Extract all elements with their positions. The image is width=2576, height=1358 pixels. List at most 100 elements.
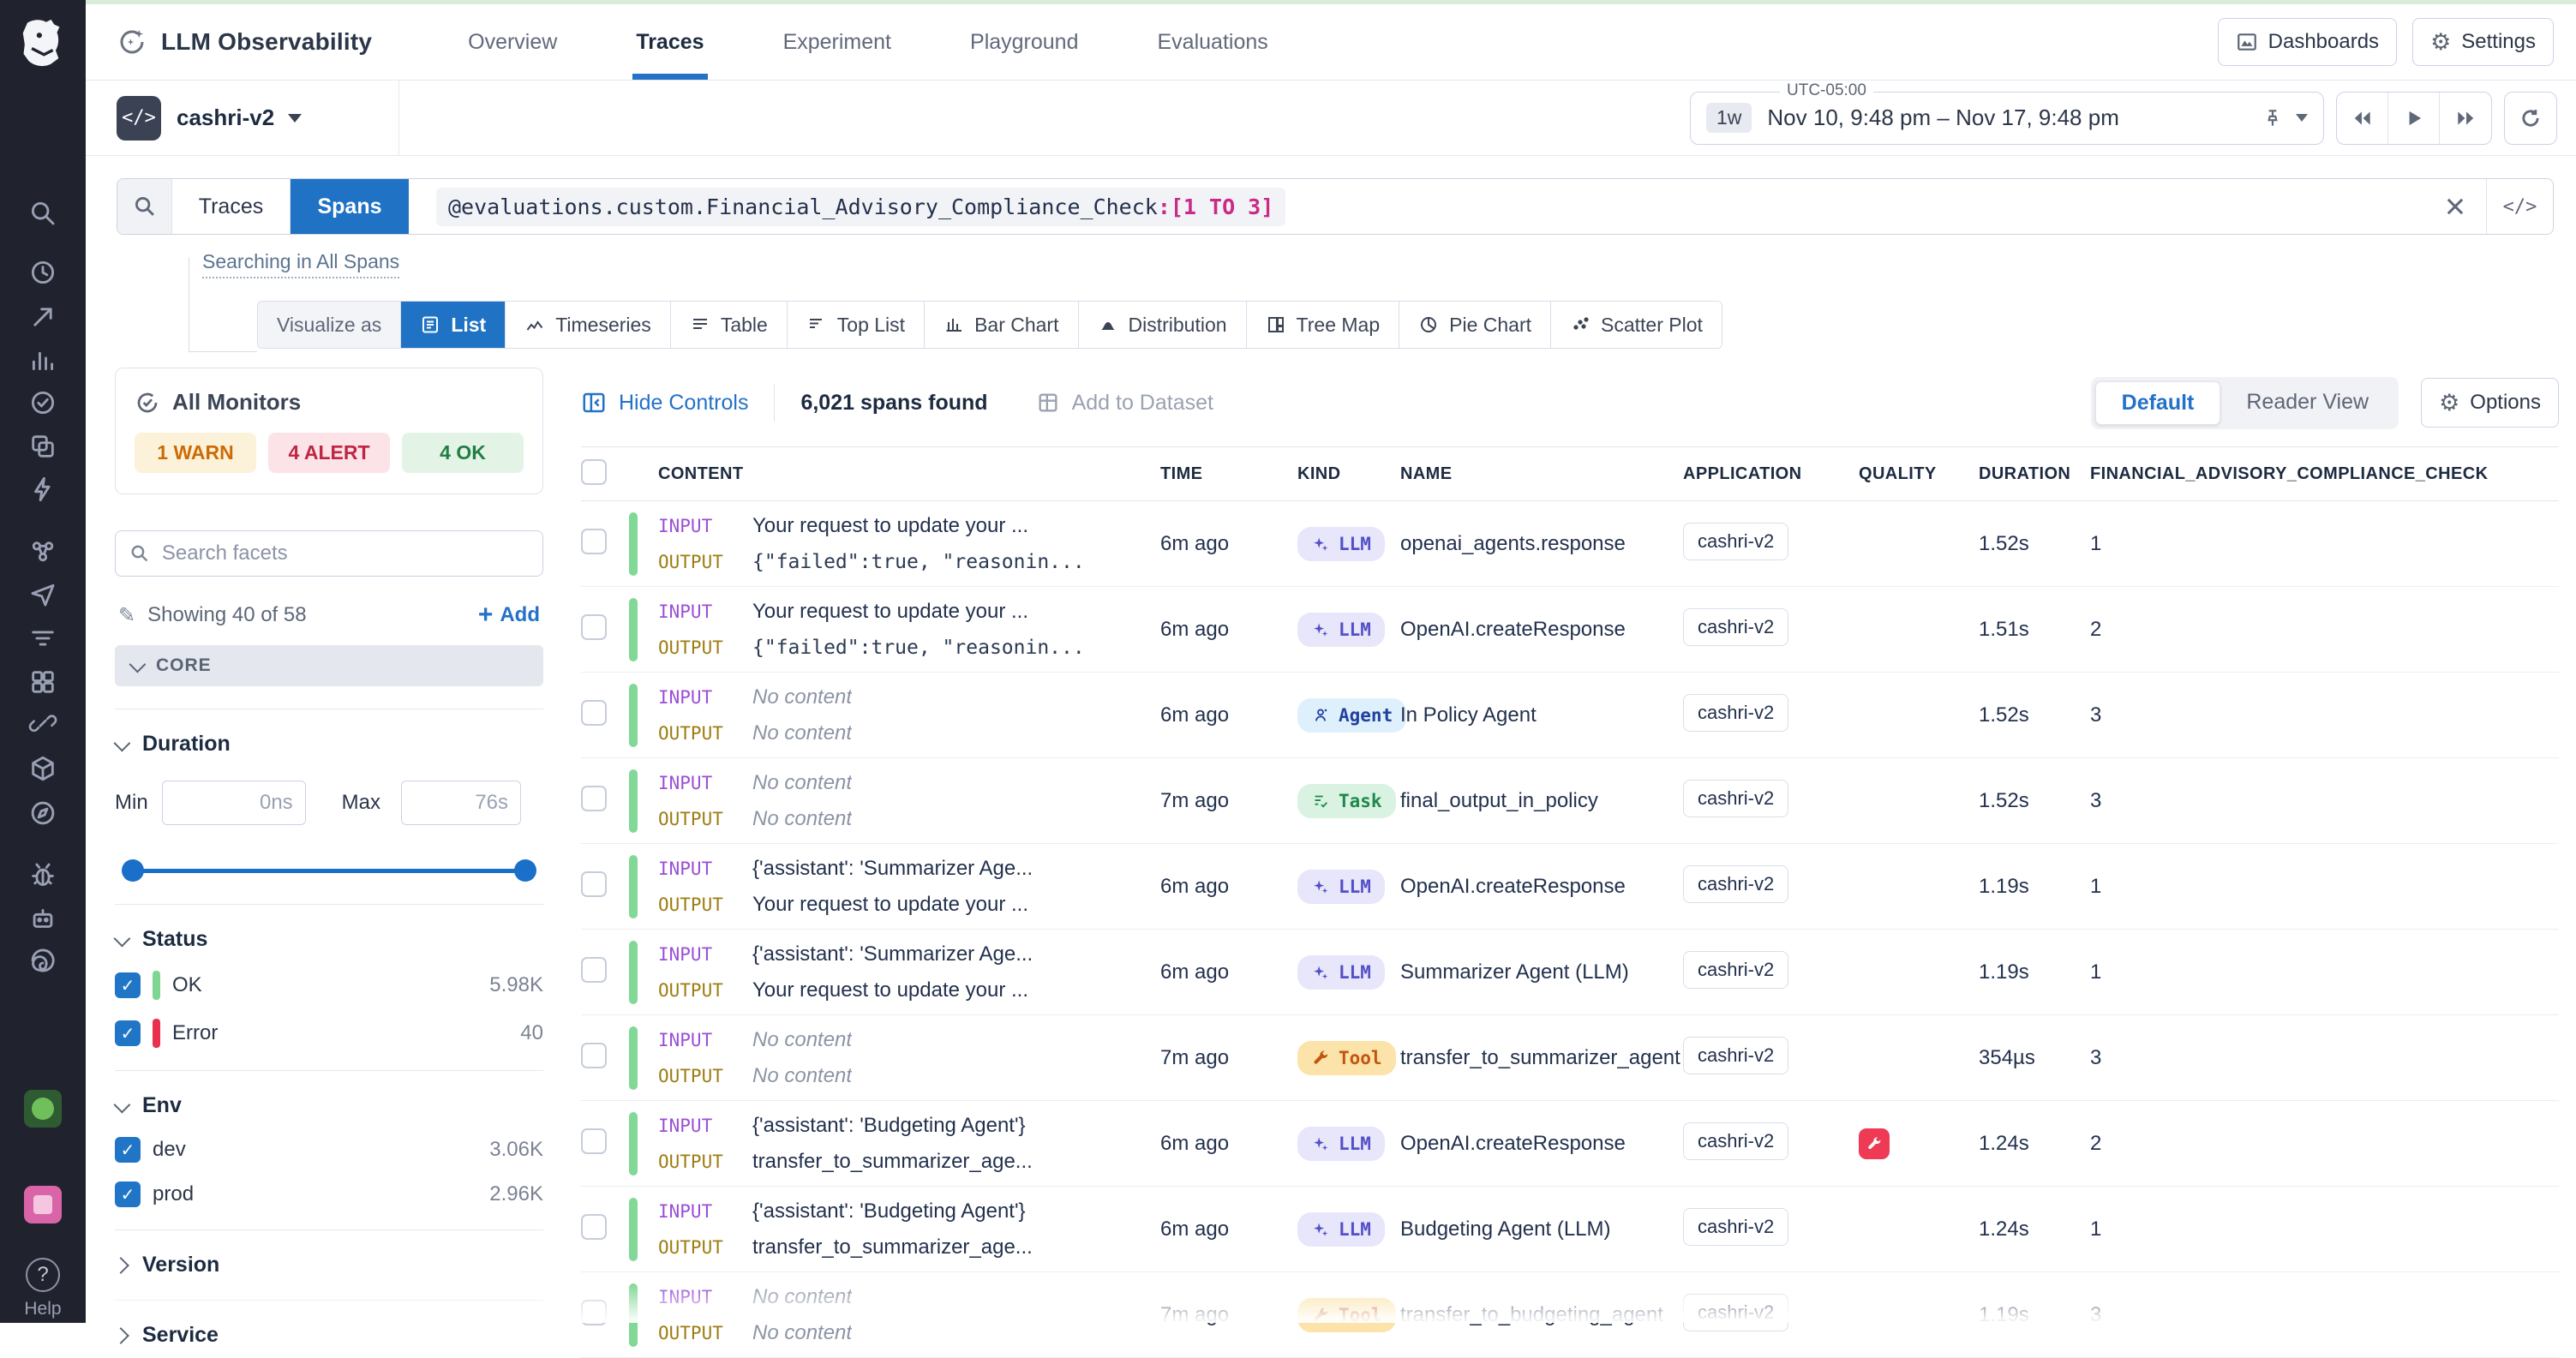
range-shortcut-chip[interactable]: 1w (1706, 103, 1752, 133)
bug-icon[interactable] (28, 860, 57, 889)
tab-experiment[interactable]: Experiment (783, 4, 891, 80)
add-to-dataset-button[interactable]: Add to Dataset (1036, 391, 1213, 416)
play-button[interactable] (2388, 93, 2440, 144)
facet-env-prod[interactable]: ✓ prod 2.96K (115, 1182, 543, 1207)
package-icon[interactable] (28, 754, 57, 783)
row-checkbox[interactable] (581, 614, 607, 640)
column-header-kind[interactable]: KIND (1297, 464, 1400, 484)
view-reader-button[interactable]: Reader View (2220, 381, 2394, 425)
column-header-quality[interactable]: QUALITY (1859, 464, 1979, 484)
user-avatar[interactable] (24, 1186, 62, 1223)
clear-query-button[interactable] (2424, 179, 2486, 234)
link-icon[interactable] (28, 711, 57, 740)
tab-playground[interactable]: Playground (970, 4, 1078, 80)
datadog-logo[interactable] (0, 0, 86, 86)
select-all-checkbox[interactable] (581, 459, 607, 485)
search-tab-spans[interactable]: Spans (291, 179, 409, 234)
facet-search-input[interactable] (162, 541, 529, 565)
tab-overview[interactable]: Overview (468, 4, 557, 80)
facet-duration-header[interactable]: Duration (115, 732, 543, 757)
skip-back-button[interactable] (2337, 93, 2388, 144)
column-header-application[interactable]: APPLICATION (1683, 464, 1859, 484)
facet-version-header[interactable]: Version (115, 1253, 543, 1277)
search-query-input[interactable]: @evaluations.custom.Financial_Advisory_C… (409, 179, 2424, 234)
viz-option-list[interactable]: List (401, 302, 506, 348)
row-checkbox[interactable] (581, 700, 607, 726)
checkbox-checked[interactable]: ✓ (115, 1182, 141, 1207)
row-checkbox[interactable] (581, 957, 607, 983)
facet-status-ok[interactable]: ✓ OK 5.98K (115, 971, 543, 1000)
viz-option-top-list[interactable]: Top List (788, 302, 925, 348)
add-facet-button[interactable]: +Add (478, 602, 540, 628)
column-header-evaluation[interactable]: FINANCIAL_ADVISORY_COMPLIANCE_CHECK (2090, 464, 2559, 484)
viz-option-scatter-plot[interactable]: Scatter Plot (1551, 302, 1722, 348)
all-monitors-card[interactable]: All Monitors 1 WARN 4 ALERT 4 OK (115, 368, 543, 494)
checkbox-checked[interactable]: ✓ (115, 1020, 141, 1046)
search-icon[interactable] (28, 199, 57, 228)
duration-min-input[interactable] (162, 781, 306, 825)
workspace-avatar[interactable] (24, 1090, 62, 1128)
row-checkbox[interactable] (581, 871, 607, 897)
row-checkbox[interactable] (581, 1300, 607, 1325)
cluster-icon[interactable] (28, 536, 57, 565)
options-button[interactable]: ⚙ Options (2421, 378, 2559, 428)
column-header-name[interactable]: NAME (1400, 464, 1683, 484)
duration-slider[interactable] (122, 859, 536, 882)
viz-option-timeseries[interactable]: Timeseries (506, 302, 671, 348)
viz-option-bar-chart[interactable]: Bar Chart (925, 302, 1078, 348)
column-header-time[interactable]: TIME (1160, 464, 1297, 484)
search-scope-note[interactable]: Searching in All Spans (202, 250, 399, 278)
spiral-icon[interactable] (28, 948, 57, 978)
facet-env-dev[interactable]: ✓ dev 3.06K (115, 1137, 543, 1163)
history-icon[interactable] (28, 258, 57, 287)
viz-option-distribution[interactable]: Distribution (1079, 302, 1247, 348)
pipelines-icon[interactable] (28, 580, 57, 609)
viz-option-table[interactable]: Table (671, 302, 788, 348)
range-dropdown-caret[interactable] (2296, 114, 2308, 122)
query-chip[interactable]: @evaluations.custom.Financial_Advisory_C… (436, 188, 1285, 226)
facet-status-error[interactable]: ✓ Error 40 (115, 1019, 543, 1048)
facet-status-header[interactable]: Status (115, 927, 543, 952)
column-header-duration[interactable]: DURATION (1979, 464, 2090, 484)
table-row[interactable]: INPUT{'assistant': 'Summarizer Age... OU… (581, 930, 2559, 1015)
filter-list-icon[interactable] (28, 624, 57, 653)
bolt-icon[interactable] (28, 475, 57, 504)
metrics-icon[interactable] (28, 345, 57, 374)
table-row[interactable]: INPUT{'assistant': 'Budgeting Agent'} OU… (581, 1187, 2559, 1272)
duplicate-icon[interactable] (28, 432, 57, 461)
monitors-icon[interactable] (28, 388, 57, 417)
monitor-alert-badge[interactable]: 4 ALERT (268, 433, 390, 473)
slider-handle-min[interactable] (122, 859, 144, 882)
checkbox-checked[interactable]: ✓ (115, 972, 141, 998)
view-default-button[interactable]: Default (2095, 381, 2221, 425)
facet-env-header[interactable]: Env (115, 1093, 543, 1118)
quality-error-badge[interactable] (1859, 1128, 1890, 1159)
table-row[interactable]: INPUT{'assistant': 'Budgeting Agent'} OU… (581, 1101, 2559, 1187)
settings-button[interactable]: ⚙ Settings (2412, 18, 2554, 66)
send-event-icon[interactable] (28, 302, 57, 332)
viz-option-pie-chart[interactable]: Pie Chart (1399, 302, 1551, 348)
core-facet-group[interactable]: CORE (115, 645, 543, 686)
application-dropdown-caret[interactable] (288, 114, 302, 123)
row-checkbox[interactable] (581, 1128, 607, 1154)
dashboards-button[interactable]: Dashboards (2218, 18, 2397, 66)
row-checkbox[interactable] (581, 1214, 607, 1240)
table-row[interactable]: INPUT{'assistant': 'Summarizer Age... OU… (581, 844, 2559, 930)
duration-max-input[interactable] (401, 781, 521, 825)
compass-icon[interactable] (28, 799, 57, 828)
column-header-content[interactable]: CONTENT (629, 464, 1160, 484)
robot-icon[interactable] (28, 905, 57, 934)
row-checkbox[interactable] (581, 786, 607, 811)
tab-evaluations[interactable]: Evaluations (1158, 4, 1268, 80)
monitor-ok-badge[interactable]: 4 OK (402, 433, 524, 473)
row-checkbox[interactable] (581, 529, 607, 554)
slider-handle-max[interactable] (514, 859, 536, 882)
checkbox-checked[interactable]: ✓ (115, 1137, 141, 1163)
edit-facets-icon[interactable]: ✎ (118, 603, 135, 628)
help-button[interactable]: ? Help (0, 1258, 86, 1319)
